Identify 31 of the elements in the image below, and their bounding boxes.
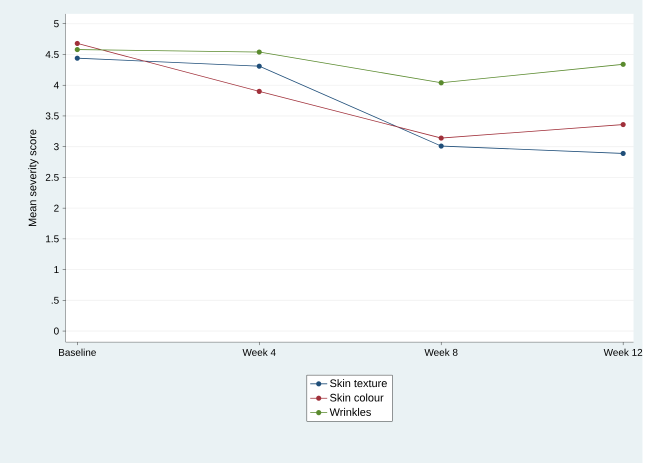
point [74, 40, 80, 46]
x-tick-label: Week 12 [604, 348, 642, 356]
y-tick-label: 2.5 [46, 174, 59, 181]
legend-label: Wrinkles [330, 408, 371, 416]
legend-label: Skin colour [330, 393, 384, 402]
x-tick-label: Week 4 [242, 348, 276, 356]
y-tick-label: 1 [54, 266, 59, 273]
point [74, 55, 80, 61]
x-tick-label: Week 8 [424, 348, 458, 356]
point [74, 46, 80, 52]
point [620, 150, 626, 156]
y-tick-label: 5 [54, 20, 59, 27]
point [620, 122, 626, 127]
y-tick-label: 2 [54, 204, 59, 212]
y-axis-title: Mean severity score [28, 129, 38, 226]
point [438, 135, 444, 140]
point [256, 63, 262, 69]
y-tick-label: 0 [54, 327, 59, 334]
x-tick-label: Baseline [59, 348, 96, 356]
y-tick-label: 4 [54, 82, 59, 88]
y-tick-label: 3 [54, 142, 59, 150]
point [256, 88, 262, 94]
point [620, 62, 626, 67]
y-tick-label: .5 [52, 296, 59, 304]
point [438, 80, 444, 86]
y-tick-label: 4.5 [46, 50, 59, 58]
y-tick-label: 3.5 [46, 112, 59, 120]
point [438, 143, 444, 148]
point [256, 49, 262, 54]
legend-label: Skin texture [330, 378, 387, 387]
y-tick-label: 1.5 [46, 235, 59, 242]
